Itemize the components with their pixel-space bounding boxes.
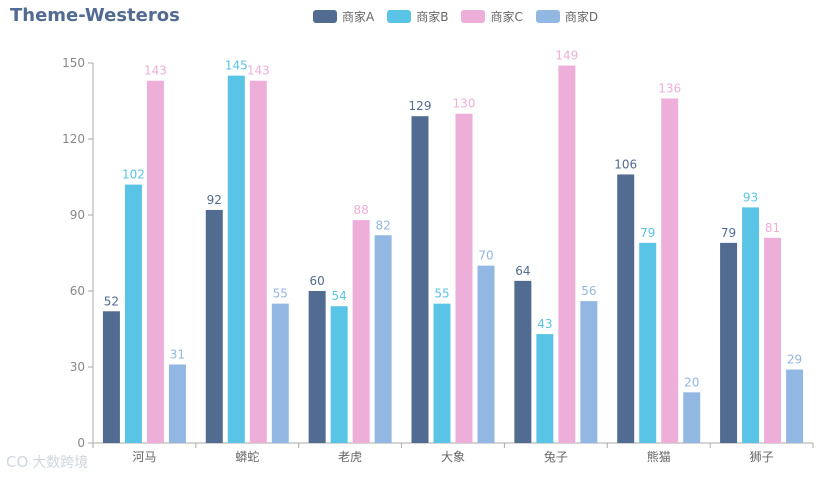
bar: [168, 364, 186, 443]
data-label: 70: [478, 249, 493, 263]
x-tick-label: 兔子: [544, 449, 568, 464]
data-label: 52: [104, 294, 119, 308]
bar: [352, 220, 370, 443]
legend-label: 商家D: [564, 10, 599, 24]
data-label: 92: [207, 193, 222, 207]
bar: [102, 311, 120, 443]
bar: [558, 65, 576, 444]
x-tick-label: 河马: [132, 450, 156, 464]
chart-title: Theme-Westeros: [10, 5, 180, 26]
bar: [639, 242, 657, 443]
legend-swatch: [387, 10, 412, 23]
x-tick-label: 熊猫: [647, 449, 671, 464]
data-label: 60: [310, 274, 325, 288]
legend-item[interactable]: 商家B: [387, 8, 448, 25]
legend-label: 商家B: [416, 10, 449, 24]
y-tick-label: 30: [70, 360, 85, 374]
bar: [124, 184, 142, 443]
data-label: 106: [614, 157, 637, 171]
bar: [271, 303, 289, 443]
y-tick-label: 150: [62, 56, 85, 70]
bar: [786, 369, 804, 443]
legend: 商家A 商家B 商家C 商家D: [313, 8, 611, 25]
legend-label: 商家A: [342, 10, 375, 24]
data-label: 79: [721, 226, 736, 240]
data-label: 55: [434, 287, 449, 301]
data-label: 93: [743, 190, 758, 204]
x-tick-label: 老虎: [338, 450, 362, 464]
data-label: 64: [515, 264, 530, 278]
bar: [536, 334, 554, 443]
data-label: 20: [684, 375, 699, 389]
data-label: 79: [640, 226, 655, 240]
x-tick-label: 蟒蛇: [235, 449, 259, 464]
legend-swatch: [535, 10, 560, 23]
y-tick-label: 60: [70, 284, 85, 298]
x-tick-label: 大象: [441, 450, 465, 464]
bar: [514, 280, 532, 443]
data-label: 136: [658, 81, 681, 95]
data-label: 81: [765, 221, 780, 235]
y-tick-label: 120: [62, 132, 85, 146]
bar: [661, 98, 679, 443]
bar: [308, 291, 326, 443]
bar: [146, 80, 164, 443]
y-tick-label: 0: [77, 436, 85, 450]
legend-swatch: [313, 10, 337, 23]
legend-item[interactable]: 商家A: [313, 8, 374, 25]
bar: [764, 237, 782, 443]
data-label: 149: [555, 49, 578, 63]
watermark: CO 大数跨境: [6, 452, 88, 472]
bar: [227, 75, 245, 444]
data-label: 29: [787, 353, 802, 367]
bar: [580, 301, 598, 443]
bar: [205, 209, 223, 443]
data-label: 43: [537, 317, 552, 331]
data-label: 143: [247, 64, 270, 78]
logo-icon: CO: [6, 453, 29, 471]
bar: [477, 265, 495, 443]
data-label: 130: [453, 97, 476, 111]
data-label: 56: [581, 284, 596, 298]
bar: [455, 113, 473, 444]
watermark-text: 大数跨境: [32, 455, 89, 471]
bar: [374, 235, 392, 443]
x-tick-label: 狮子: [750, 450, 774, 464]
bar: [330, 306, 348, 443]
data-label: 54: [332, 289, 347, 303]
bar: [720, 242, 738, 443]
bar: [742, 207, 760, 443]
bar: [411, 116, 429, 443]
data-label: 31: [170, 347, 185, 361]
legend-item[interactable]: 商家C: [461, 8, 523, 25]
data-label: 88: [354, 203, 369, 217]
data-label: 55: [273, 287, 288, 301]
legend-label: 商家C: [490, 10, 523, 24]
bar: [433, 303, 451, 443]
bar: [617, 174, 635, 443]
data-label: 145: [225, 59, 248, 73]
data-label: 102: [122, 168, 145, 182]
data-label: 143: [144, 64, 167, 78]
bar: [683, 392, 701, 443]
y-tick-label: 90: [70, 208, 85, 222]
bar: [249, 80, 267, 443]
legend-swatch: [461, 10, 486, 23]
data-label: 82: [376, 218, 391, 232]
legend-item[interactable]: 商家D: [535, 8, 599, 25]
data-label: 129: [409, 99, 432, 113]
